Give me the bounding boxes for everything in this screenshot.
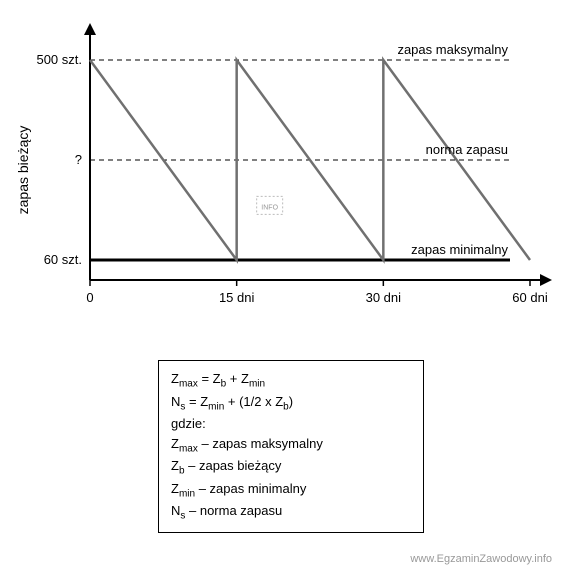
formula-line: gdzie:	[171, 414, 411, 434]
svg-text:30 dni: 30 dni	[366, 290, 402, 305]
svg-text:60 dni: 60 dni	[512, 290, 548, 305]
footer-link: www.EgzaminZawodowy.info	[10, 553, 572, 565]
formula-line: Zb – zapas bieżący	[171, 456, 411, 479]
svg-text:zapas bieżący: zapas bieżący	[15, 126, 31, 215]
formula-line: Zmax – zapas maksymalny	[171, 434, 411, 457]
svg-text:0: 0	[86, 290, 93, 305]
stock-chart: 500 szt.? 60 szt. zapas bieżący 0 15 dni 30 d…	[10, 10, 570, 330]
formula-box: Zmax = Zb + ZminNs = Zmin + (1/2 x Zb)gd…	[158, 360, 424, 533]
svg-text:zapas minimalny: zapas minimalny	[411, 242, 508, 257]
svg-text:INFO: INFO	[261, 204, 278, 211]
svg-text:zapas maksymalny: zapas maksymalny	[397, 42, 508, 57]
svg-text:60 szt.: 60 szt.	[44, 252, 82, 267]
chart-svg: 500 szt.? 60 szt. zapas bieżący 0 15 dni 30 d…	[10, 10, 570, 330]
svg-text:?: ?	[75, 152, 82, 167]
formula-line: Ns = Zmin + (1/2 x Zb)	[171, 392, 411, 415]
svg-text:norma zapasu: norma zapasu	[426, 142, 508, 157]
formula-line: Zmax = Zb + Zmin	[171, 369, 411, 392]
svg-text:500 szt.: 500 szt.	[36, 52, 82, 67]
formula-line: Zmin – zapas minimalny	[171, 479, 411, 502]
svg-text:15 dni: 15 dni	[219, 290, 255, 305]
